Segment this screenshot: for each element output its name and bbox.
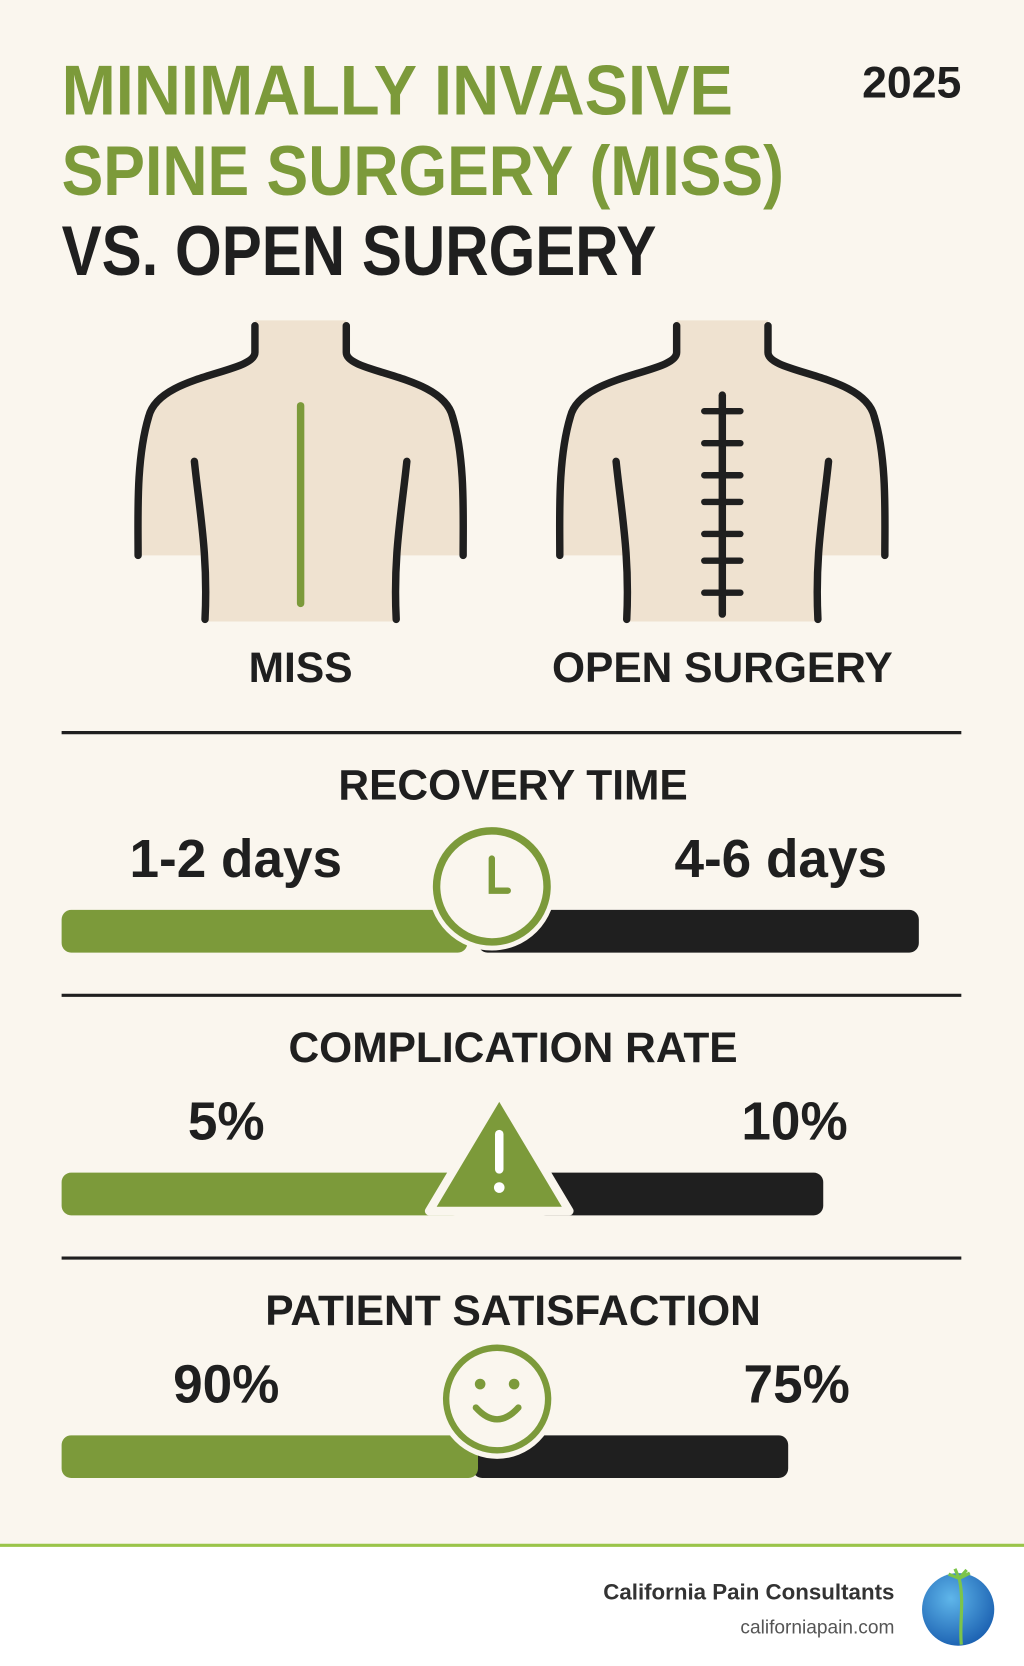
smile-eye xyxy=(474,1378,486,1390)
metric: COMPLICATION RATE 5% 10% xyxy=(61,993,962,1216)
torso-outline xyxy=(134,321,467,624)
metric: PATIENT SATISFACTION 90% 75% xyxy=(61,1256,962,1479)
torso xyxy=(555,320,889,624)
open-bar xyxy=(536,1172,824,1216)
right-value: 10% xyxy=(741,1093,847,1152)
right-value: 4-6 days xyxy=(674,830,887,889)
metric: RECOVERY TIME 1-2 days 4-6 days xyxy=(61,731,962,953)
left-value: 1-2 days xyxy=(130,830,343,889)
company: California Pain Consultants xyxy=(603,1579,894,1604)
torsos xyxy=(134,320,889,624)
torso xyxy=(134,320,467,624)
logo-palm xyxy=(947,1568,971,1645)
logo xyxy=(922,1573,995,1646)
open-bar xyxy=(472,1435,789,1479)
title-line: MINIMALLY INVASIVE xyxy=(62,51,733,130)
smile-eye xyxy=(508,1378,520,1390)
smile-icon xyxy=(442,1344,552,1454)
metric-title: RECOVERY TIME xyxy=(338,761,687,809)
footer-background xyxy=(0,1545,1024,1666)
miss-bar xyxy=(61,1172,463,1216)
miss-bar xyxy=(61,909,468,953)
title-line: VS. OPEN SURGERY xyxy=(62,211,657,290)
open-bar xyxy=(478,909,919,953)
metric-title: COMPLICATION RATE xyxy=(288,1024,737,1072)
figure-label: MISS xyxy=(249,644,353,692)
smile-mouth xyxy=(472,1404,522,1423)
title-line: SPINE SURGERY (MISS) xyxy=(62,131,784,210)
warning-dot xyxy=(493,1182,505,1193)
metric-title: PATIENT SATISFACTION xyxy=(265,1287,761,1335)
torso-outline xyxy=(555,321,889,624)
right-value: 75% xyxy=(744,1355,850,1414)
left-value: 90% xyxy=(173,1355,279,1414)
year: 2025 xyxy=(862,58,961,107)
figure-label: OPEN SURGERY xyxy=(552,644,893,692)
metrics: RECOVERY TIME 1-2 days 4-6 days COMPLICATIO… xyxy=(61,731,962,1479)
left-value: 5% xyxy=(188,1093,265,1152)
clock-hands xyxy=(488,855,511,894)
miss-bar xyxy=(61,1435,479,1479)
url: californiapain.com xyxy=(740,1618,894,1639)
